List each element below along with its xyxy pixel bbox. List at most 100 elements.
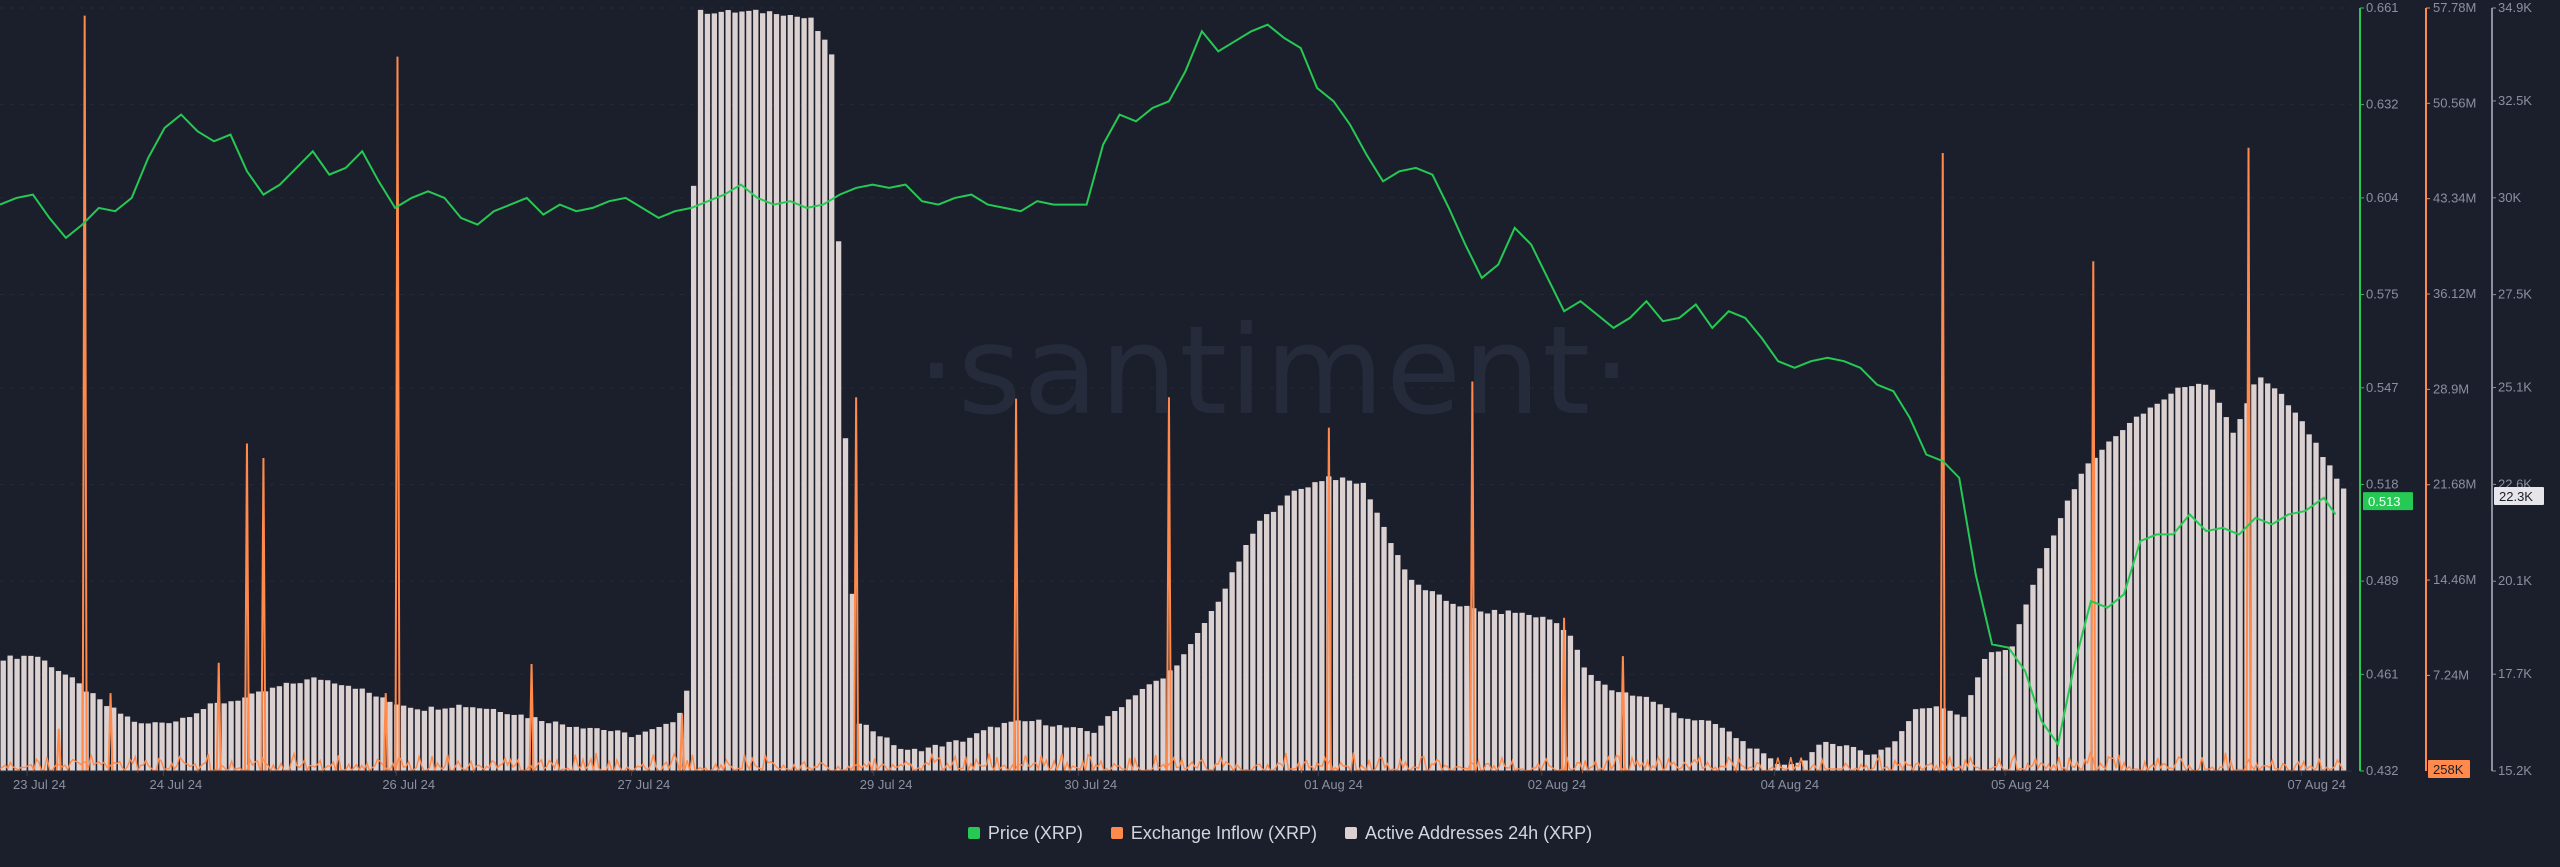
- addresses-axis-tick-label: 25.1K: [2498, 380, 2532, 395]
- address-bar: [518, 714, 524, 771]
- address-bar: [1850, 746, 1857, 771]
- addresses-current-badge: 22.3K: [2499, 489, 2533, 504]
- address-bar: [1505, 610, 1511, 771]
- address-bar: [1857, 750, 1864, 771]
- address-bar: [753, 9, 759, 771]
- address-bar: [1257, 520, 1263, 771]
- address-bar: [48, 667, 55, 771]
- address-bar: [684, 690, 690, 771]
- legend-item[interactable]: Price (XRP): [967, 823, 1083, 844]
- address-bar: [1450, 603, 1456, 771]
- x-axis-tick-label: 27 Jul 24: [618, 777, 671, 792]
- address-bar: [1698, 720, 1705, 771]
- addresses-axis-tick-label: 15.2K: [2498, 763, 2532, 778]
- address-bar: [442, 708, 448, 771]
- address-bar: [801, 18, 807, 772]
- address-bar: [1837, 746, 1843, 771]
- address-bar: [635, 734, 642, 771]
- address-bar: [373, 696, 379, 771]
- inflow-spike: [1325, 427, 1332, 772]
- address-bar: [366, 692, 372, 771]
- price-axis-tick-label: 0.604: [2366, 190, 2399, 205]
- address-bar: [1712, 724, 1719, 771]
- inflow-spike: [260, 458, 267, 772]
- inflow-spike: [1939, 152, 1946, 772]
- address-bar: [325, 680, 331, 771]
- address-bar: [898, 748, 904, 771]
- addresses-axis-tick-label: 32.5K: [2498, 93, 2532, 108]
- inflow-axis-tick-label: 7.24M: [2433, 667, 2469, 682]
- address-bar: [1098, 725, 1104, 771]
- inflow-spike: [81, 15, 88, 772]
- address-bar: [718, 11, 724, 772]
- address-bar: [1795, 762, 1801, 771]
- address-bar: [835, 241, 842, 772]
- address-bar: [1975, 677, 1981, 771]
- address-bar: [2189, 386, 2195, 771]
- address-bar: [2037, 568, 2043, 771]
- address-bar: [2071, 489, 2078, 771]
- address-bar: [815, 31, 821, 772]
- address-bar: [1402, 569, 1408, 771]
- address-bar: [559, 724, 566, 771]
- address-bar: [476, 708, 483, 771]
- address-bar: [401, 705, 407, 771]
- address-bar: [249, 693, 255, 771]
- address-bar: [1512, 612, 1518, 771]
- address-bar: [414, 709, 421, 771]
- address-bar: [186, 717, 193, 771]
- address-bar: [1181, 654, 1187, 771]
- legend-swatch: [967, 827, 980, 839]
- address-bar: [2154, 403, 2160, 771]
- address-bar: [974, 733, 980, 771]
- address-bar: [463, 707, 469, 771]
- address-bar: [152, 722, 158, 771]
- address-bar: [318, 679, 324, 771]
- address-bar: [1063, 727, 1070, 771]
- address-bar: [428, 706, 434, 771]
- address-bar: [1899, 731, 1905, 771]
- address-bar: [1933, 706, 1939, 771]
- address-bar: [421, 710, 428, 771]
- price-axis-tick-label: 0.632: [2366, 97, 2399, 112]
- address-bar: [1906, 721, 1912, 771]
- address-bar: [435, 709, 441, 771]
- inflow-spike: [2245, 147, 2252, 772]
- address-bar: [1602, 684, 1608, 771]
- legend-item[interactable]: Active Addresses 24h (XRP): [1345, 823, 1592, 844]
- x-axis-tick-label: 01 Aug 24: [1304, 777, 1363, 792]
- address-bar: [145, 723, 151, 771]
- x-axis-tick-label: 23 Jul 24: [13, 777, 66, 792]
- address-bar: [1201, 623, 1208, 771]
- address-bar: [1740, 741, 1746, 771]
- address-bar: [456, 704, 462, 771]
- address-bar: [1526, 614, 1532, 771]
- address-bar: [2175, 387, 2181, 771]
- address-bar: [808, 17, 814, 772]
- address-bar: [111, 707, 117, 771]
- address-bar: [746, 10, 752, 771]
- address-bar: [193, 713, 200, 771]
- address-bar: [739, 11, 745, 771]
- address-bar: [615, 730, 621, 771]
- address-bar: [2209, 389, 2216, 771]
- x-axis-tick-label: 05 Aug 24: [1991, 777, 2050, 792]
- address-bar: [1609, 690, 1615, 771]
- address-bar: [2120, 430, 2126, 771]
- address-bar: [829, 54, 835, 771]
- inflow-spike: [215, 662, 222, 772]
- address-bar: [1498, 613, 1505, 771]
- address-bar: [2278, 393, 2285, 771]
- address-bar: [608, 731, 614, 771]
- address-bar: [642, 731, 648, 771]
- address-bar: [283, 682, 289, 771]
- address-bar: [1629, 695, 1636, 771]
- address-bar: [2327, 465, 2333, 771]
- address-bar: [732, 12, 738, 771]
- address-bar: [1754, 748, 1760, 771]
- address-bar: [849, 593, 856, 771]
- address-bar: [1043, 725, 1049, 771]
- address-bar: [2340, 488, 2347, 771]
- address-bar: [1692, 720, 1698, 771]
- legend-item[interactable]: Exchange Inflow (XRP): [1110, 823, 1317, 844]
